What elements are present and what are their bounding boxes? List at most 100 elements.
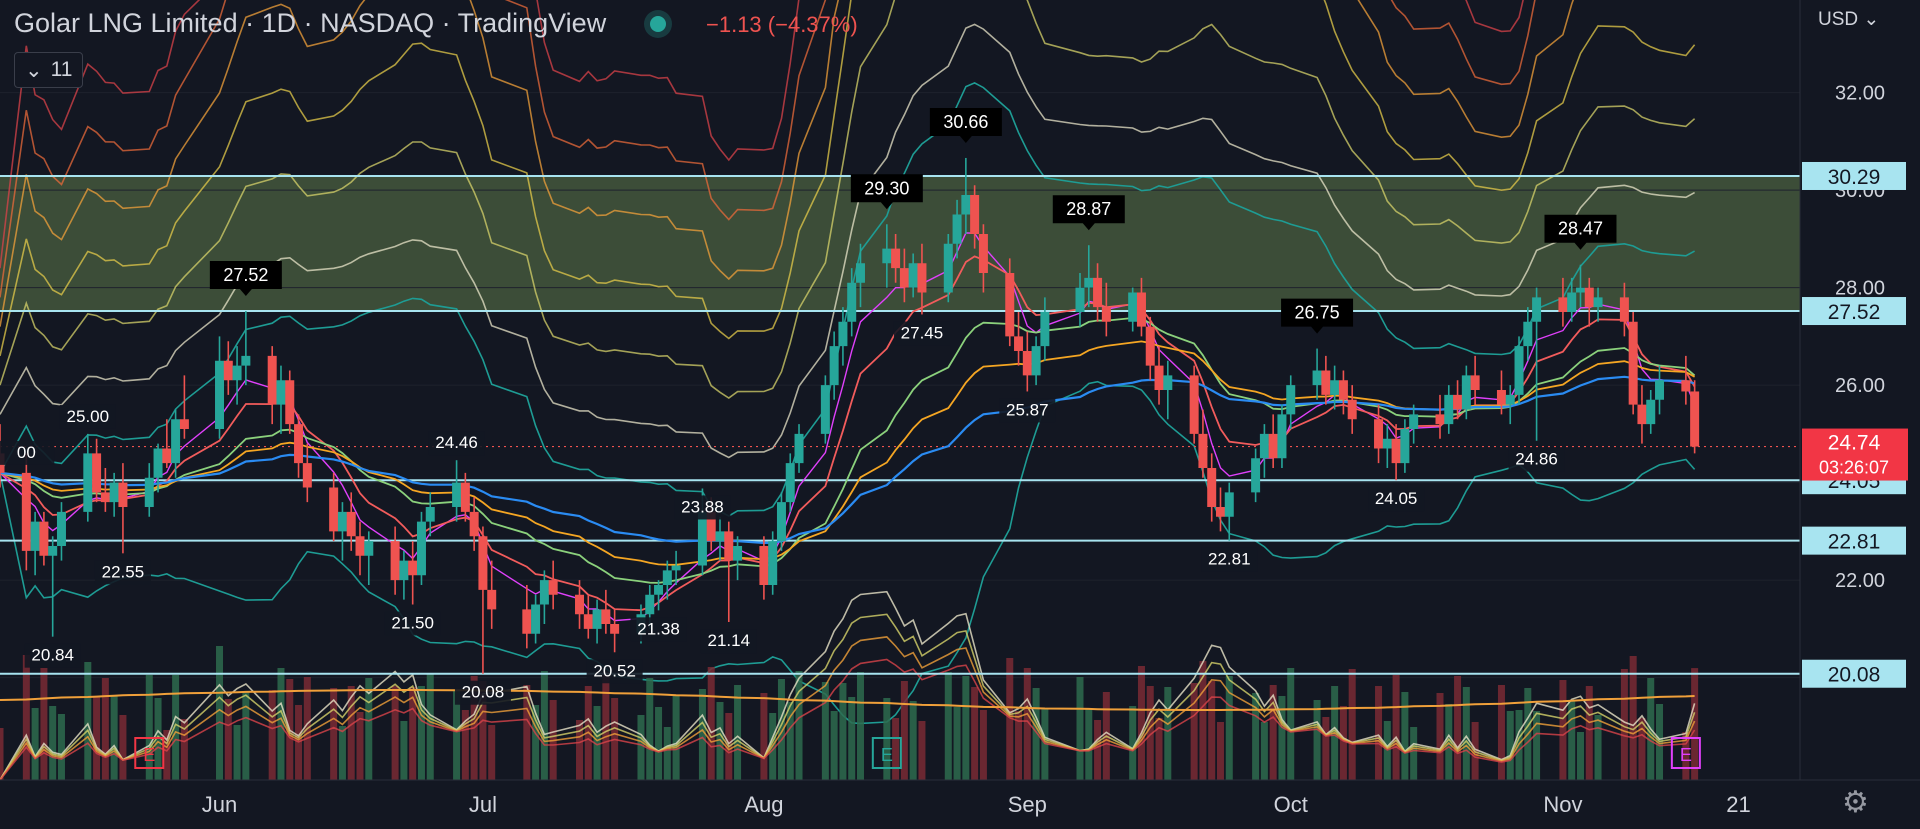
candle[interactable] [970,185,980,249]
candle[interactable] [759,536,769,600]
candle[interactable] [847,268,857,337]
candle[interactable] [329,472,339,542]
candle[interactable] [1619,282,1629,337]
candle[interactable] [1514,336,1524,405]
candle[interactable] [961,157,971,234]
candle[interactable] [1268,414,1278,468]
candle[interactable] [1075,273,1085,327]
candle[interactable] [1093,263,1103,322]
candle[interactable] [267,346,277,425]
candle[interactable] [891,234,901,283]
candle[interactable] [1198,409,1208,478]
candle[interactable] [223,341,233,395]
candle[interactable] [460,472,470,522]
candle[interactable] [917,243,927,315]
candle[interactable] [1251,448,1261,503]
candle[interactable] [1277,404,1287,468]
candle[interactable] [1575,264,1585,308]
candle[interactable] [1637,385,1647,444]
candle[interactable] [408,541,418,605]
candle[interactable] [1031,336,1041,386]
candle[interactable] [1005,258,1015,347]
candle[interactable] [1163,360,1173,420]
price-axis[interactable]: 32.0030.0028.0026.0022.0030.2927.5224.05… [1799,0,1920,780]
candle[interactable] [276,365,286,434]
candle[interactable] [241,311,251,386]
candle[interactable] [487,560,497,629]
candle[interactable] [776,492,786,551]
candle[interactable] [1655,365,1665,415]
earnings-marker[interactable]: E [134,737,165,769]
earnings-marker[interactable]: E [871,737,902,769]
candle[interactable] [610,609,620,653]
candle[interactable] [153,443,163,493]
candle[interactable] [1435,394,1445,439]
candle[interactable] [1628,312,1638,415]
gear-icon[interactable]: ⚙ [1842,786,1869,819]
candle[interactable] [724,521,734,623]
candle[interactable] [399,550,409,600]
candle[interactable] [162,419,172,468]
level-price-tag[interactable]: 20.08 [1802,659,1906,688]
candle[interactable] [583,594,593,639]
candle[interactable] [144,463,154,517]
candle[interactable] [285,370,295,434]
candle[interactable] [364,531,374,585]
candle[interactable] [215,336,225,439]
candle[interactable] [1409,404,1419,444]
candle[interactable] [48,536,58,637]
candle[interactable] [794,424,804,473]
candle[interactable] [715,516,725,561]
candle[interactable] [1259,424,1269,478]
candle[interactable] [92,438,102,503]
candle[interactable] [1558,277,1568,327]
candle[interactable] [1646,390,1656,434]
candle[interactable] [1523,307,1533,361]
candle[interactable] [83,433,93,522]
candle[interactable] [733,536,743,581]
candle[interactable] [1084,245,1094,308]
candle[interactable] [575,580,585,629]
candle[interactable] [1338,370,1348,415]
candle[interactable] [531,594,541,644]
candle[interactable] [1215,487,1225,532]
candle[interactable] [100,468,110,512]
candle[interactable] [1505,385,1515,425]
candle[interactable] [882,224,892,288]
candle[interactable] [21,453,31,571]
candle[interactable] [855,243,865,308]
candle[interactable] [1128,287,1138,332]
candle[interactable] [785,453,795,512]
candle[interactable] [1154,346,1164,405]
candle[interactable] [1374,404,1384,464]
candle[interactable] [171,409,181,478]
candle[interactable] [1400,419,1410,473]
candle[interactable] [1040,297,1050,361]
candle[interactable] [1312,348,1322,400]
candle[interactable] [1567,277,1577,322]
candle[interactable] [469,497,479,551]
level-price-tag[interactable]: 22.81 [1802,526,1906,555]
candle[interactable] [1022,331,1032,392]
candle[interactable] [943,234,953,303]
level-price-tag[interactable]: 27.52 [1802,297,1906,326]
candle[interactable] [1321,355,1331,405]
candle[interactable] [592,599,602,644]
candle[interactable] [390,526,400,595]
candle[interactable] [662,560,672,600]
candle[interactable] [56,502,66,561]
candle[interactable] [539,570,549,624]
candle[interactable] [179,375,189,439]
candle[interactable] [978,224,988,293]
candle[interactable] [30,511,40,576]
candle[interactable] [1470,355,1480,405]
candle[interactable] [416,511,426,585]
candle[interactable] [118,463,128,554]
level-price-tag[interactable]: 30.29 [1802,161,1906,190]
candle[interactable] [1453,380,1463,420]
candle[interactable] [1496,370,1506,415]
candle[interactable] [337,502,347,561]
indicators-toggle[interactable]: ⌄ 11 [14,52,84,88]
candle[interactable] [548,560,558,610]
